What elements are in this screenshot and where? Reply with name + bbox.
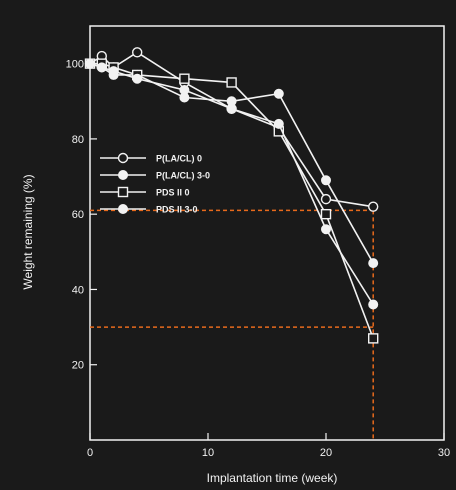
data-point — [86, 59, 95, 68]
data-point — [227, 104, 236, 113]
legend-marker — [119, 154, 128, 163]
data-point — [109, 67, 118, 76]
data-point — [369, 202, 378, 211]
y-tick-label: 40 — [72, 284, 84, 296]
data-point — [369, 259, 378, 268]
legend-marker — [119, 171, 128, 180]
legend-entry-label: P(LA/CL) 3-0 — [156, 171, 210, 181]
data-point — [133, 48, 142, 57]
x-tick-label: 20 — [320, 447, 332, 459]
y-axis-label: Weight remaining (%) — [21, 174, 35, 289]
data-point — [180, 74, 189, 83]
data-point — [322, 176, 331, 185]
y-tick-label: 100 — [66, 59, 84, 71]
data-point — [322, 195, 331, 204]
data-point — [97, 63, 106, 72]
x-tick-label: 30 — [438, 447, 450, 459]
y-tick-label: 80 — [72, 134, 84, 146]
x-tick-label: 10 — [202, 447, 214, 459]
legend-marker — [119, 188, 128, 197]
data-point — [322, 210, 331, 219]
legend-marker — [119, 205, 128, 214]
data-point — [274, 89, 283, 98]
data-point — [133, 74, 142, 83]
data-point — [180, 85, 189, 94]
y-tick-label: 20 — [72, 360, 84, 372]
x-tick-label: 0 — [87, 447, 93, 459]
legend-entry-label: P(LA/CL) 0 — [156, 154, 202, 164]
legend-entry-label: PDS II 3-0 — [156, 205, 198, 215]
data-point — [227, 78, 236, 87]
x-axis-label: Implantation time (week) — [207, 471, 338, 485]
data-point — [322, 225, 331, 234]
y-tick-label: 60 — [72, 209, 84, 221]
legend-entry-label: PDS II 0 — [156, 188, 190, 198]
data-point — [274, 119, 283, 128]
data-point — [369, 300, 378, 309]
data-point — [369, 334, 378, 343]
